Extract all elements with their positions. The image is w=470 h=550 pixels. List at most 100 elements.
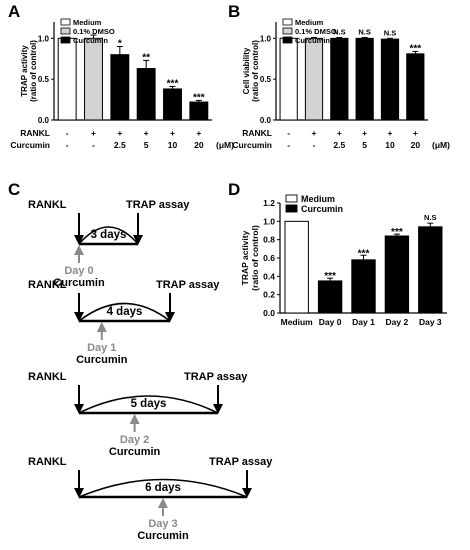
chart-d-ytick-label: 0.2 xyxy=(263,290,275,300)
chart-a-bar xyxy=(110,54,130,121)
timeline-row-1-arc xyxy=(78,302,171,322)
chart-b-rankl-cell: + xyxy=(337,128,342,138)
chart-d-bar xyxy=(317,280,343,314)
chart-b-curcumin-cell: 10 xyxy=(385,140,395,150)
chart-b-significance-label: *** xyxy=(409,43,421,54)
chart-d-ylabel-line2: (ratio of control) xyxy=(250,225,260,291)
chart-b-ylabel-line2: (ratio of control) xyxy=(251,40,260,102)
chart-a-curcumin-cell: 2.5 xyxy=(114,140,126,150)
chart-d-xtick-label: Day 1 xyxy=(352,317,375,327)
chart-a-significance-label: ** xyxy=(142,52,150,63)
chart-b-legend-swatch xyxy=(282,18,293,26)
chart-b-legend-swatch xyxy=(282,36,293,44)
chart-a-significance-label: *** xyxy=(193,92,205,103)
chart-d-ytick-label: 0.4 xyxy=(263,271,275,281)
chart-b-bar xyxy=(406,53,425,121)
chart-d-xtick-label: Day 0 xyxy=(319,317,342,327)
chart-panel-a: 0.0 0.5 1.0 TRAP activity (ratio of control)… xyxy=(10,18,234,150)
chart-a-unit-label: (μM) xyxy=(216,140,234,150)
chart-d-ytick-label: 1.2 xyxy=(263,198,275,208)
chart-d-ytick-label: 1.0 xyxy=(263,216,275,226)
chart-a-row-label-curcumin: Curcumin xyxy=(10,140,50,150)
timeline-row-1-curcumin-label: Curcumin xyxy=(76,354,128,366)
chart-a-legend-label: 0.1% DMSO xyxy=(73,27,115,36)
chart-b-unit-label: (μM) xyxy=(432,140,450,150)
chart-b-bar xyxy=(279,37,298,121)
chart-a-legend-swatch xyxy=(60,36,71,44)
timeline-row-3-curcumin-label: Curcumin xyxy=(137,530,189,542)
timeline-row-0-trap-assay-label: TRAP assay xyxy=(126,199,190,211)
chart-d-bar xyxy=(384,235,410,314)
chart-d-xtick-label: Day 2 xyxy=(386,317,409,327)
chart-a-curcumin-cell: 10 xyxy=(168,140,178,150)
chart-d-ytick-label: 0.6 xyxy=(263,253,275,263)
timeline-row-0-day-label: Day 0 xyxy=(64,265,93,277)
chart-a-curcumin-cell: - xyxy=(92,140,95,150)
chart-a-bar xyxy=(163,88,182,121)
chart-a-significance-label: *** xyxy=(167,79,179,90)
panel-letter-c: C xyxy=(8,180,20,199)
chart-b-bar xyxy=(380,38,400,121)
timeline-row-1-duration-label: 4 days xyxy=(107,306,143,318)
chart-b-ytick-label: 1.0 xyxy=(260,34,272,43)
timeline-row-0-arc xyxy=(78,226,139,245)
chart-b-rankl-cell: + xyxy=(413,128,418,138)
timeline-row-2-curcumin-label: Curcumin xyxy=(109,446,161,458)
timeline-row-3-arc xyxy=(78,478,248,498)
timeline-row-3-trap-assay-label: TRAP assay xyxy=(209,456,273,468)
chart-d-legend-label: Curcumin xyxy=(301,204,343,214)
chart-b-rankl-cell: - xyxy=(287,128,290,138)
chart-panel-b: 0.0 0.5 1.0 Cell viability (ratio of control… xyxy=(232,18,450,150)
chart-a-curcumin-cell: - xyxy=(66,140,69,150)
chart-b-curcumin-cell: 2.5 xyxy=(333,140,345,150)
chart-b-significance-label: N.S xyxy=(358,28,371,37)
chart-a-row-label-rankl: RANKL xyxy=(20,128,50,138)
timeline-row-2-arc xyxy=(78,395,219,414)
chart-a-rankl-cell: - xyxy=(66,128,69,138)
chart-a-rankl-cell: + xyxy=(196,128,201,138)
chart-a-rankl-cell: + xyxy=(117,128,122,138)
chart-b-legend-swatch xyxy=(282,27,293,35)
timeline-row-1-day-label: Day 1 xyxy=(87,342,116,354)
chart-d-bar xyxy=(418,226,443,314)
chart-a-rankl-cell: + xyxy=(91,128,96,138)
chart-a-legend-swatch xyxy=(60,27,71,35)
chart-b-ylabel-line1: Cell viability xyxy=(242,47,251,94)
timeline-row-0-duration-label: 3 days xyxy=(91,229,127,241)
chart-a-bar xyxy=(57,37,77,121)
timeline-row-3-rankl-label: RANKL xyxy=(28,456,67,468)
chart-b-rankl-cell: + xyxy=(312,128,317,138)
chart-a-ytick-label: 0.0 xyxy=(38,116,50,125)
chart-b-bar xyxy=(304,37,324,121)
chart-a-bar xyxy=(84,37,103,121)
chart-b-ytick-label: 0.5 xyxy=(260,75,272,84)
chart-d-significance-label: *** xyxy=(324,271,336,282)
chart-b-rankl-cell: + xyxy=(388,128,393,138)
chart-d-ytick-label: 0.8 xyxy=(263,235,275,245)
chart-d-xtick-label: Day 3 xyxy=(419,317,442,327)
timeline-row-3-duration-label: 6 days xyxy=(145,482,181,494)
chart-d-xtick-label: Medium xyxy=(281,317,314,327)
chart-b-curcumin-cell: - xyxy=(287,140,290,150)
chart-d-legend-label: Medium xyxy=(301,194,335,204)
chart-b-bar xyxy=(330,37,349,121)
chart-d-ylabel-line1: TRAP activity xyxy=(240,230,250,285)
timeline-row-0-curcumin-label: Curcumin xyxy=(53,277,105,289)
chart-b-curcumin-cell: 20 xyxy=(411,140,421,150)
timeline-row-2-day-label: Day 2 xyxy=(120,434,149,446)
chart-b-significance-label: N.S xyxy=(384,28,397,37)
chart-a-bar xyxy=(189,101,209,121)
chart-a-ylabel-line2: (ratio of control) xyxy=(29,40,38,102)
chart-a-ytick-label: 0.5 xyxy=(38,75,50,84)
chart-a-legend-label: Curcumin xyxy=(73,36,108,45)
chart-d-bar xyxy=(351,259,376,314)
chart-a-significance-label: * xyxy=(118,39,122,50)
chart-a-curcumin-cell: 5 xyxy=(144,140,149,150)
chart-b-legend-label: Medium xyxy=(295,18,324,27)
chart-a-ylabel-line1: TRAP activity xyxy=(20,45,29,97)
chart-a-rankl-cell: + xyxy=(144,128,149,138)
timeline-row-2-duration-label: 5 days xyxy=(131,398,167,410)
chart-b-curcumin-cell: - xyxy=(313,140,316,150)
chart-b-curcumin-cell: 5 xyxy=(362,140,367,150)
